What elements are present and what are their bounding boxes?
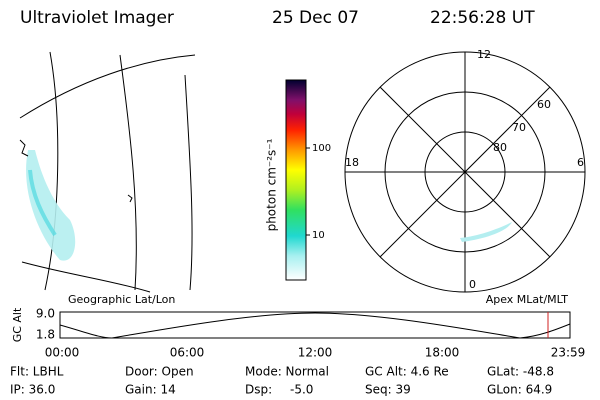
date: 25 Dec 07 [272, 8, 359, 28]
footer-field: Gain: 14 [125, 383, 176, 397]
footer-field: Dsp: [245, 383, 272, 397]
mlt-label: 12 [477, 48, 491, 61]
footer-field: Mode: Normal [245, 365, 329, 379]
colorbar-tick-label: 100 [312, 143, 331, 154]
footer-field: -5.0 [290, 383, 313, 397]
mlt-label: 6 [577, 156, 584, 169]
colorbar-label: photon cm⁻²s⁻¹ [265, 138, 279, 231]
alt-y-label: 9.0 [36, 307, 55, 321]
colorbar [285, 79, 307, 281]
footer-field: GC Alt: 4.6 Re [365, 365, 449, 379]
footer-field: GLat: -48.8 [487, 365, 554, 379]
time: 22:56:28 UT [430, 8, 535, 28]
colorbar-tick-label: 10 [312, 230, 325, 241]
polar-plot [344, 51, 586, 293]
alt-y-label: 1.8 [36, 328, 55, 342]
footer-field: IP: 36.0 [10, 383, 55, 397]
geo-map [19, 51, 196, 293]
time-label: 06:00 [170, 346, 205, 360]
mlat-label: 60 [537, 98, 551, 111]
time-label: 00:00 [45, 346, 80, 360]
mlt-label: 0 [469, 278, 476, 291]
alt-right-title: Apex MLat/MLT [486, 293, 569, 306]
footer-field: Door: Open [125, 365, 194, 379]
time-label: 12:00 [298, 346, 333, 360]
alt-left-title: Geographic Lat/Lon [68, 293, 175, 306]
alt-curve [59, 312, 571, 339]
time-label: 18:00 [425, 346, 460, 360]
mlat-label: 80 [493, 141, 507, 154]
alt-axis-label: GC Alt [11, 307, 24, 342]
footer-field: GLon: 64.9 [487, 383, 552, 397]
footer-field: Flt: LBHL [10, 365, 64, 379]
mlt-label: 18 [345, 156, 359, 169]
mlat-label: 70 [512, 121, 526, 134]
time-label: 23:59 [551, 346, 586, 360]
footer-field: Seq: 39 [365, 383, 411, 397]
instrument-title: Ultraviolet Imager [20, 8, 174, 28]
